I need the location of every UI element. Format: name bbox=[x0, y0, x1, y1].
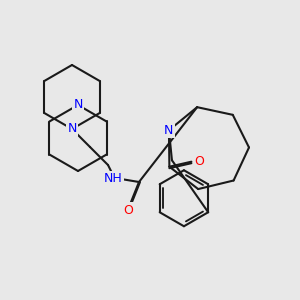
Text: NH: NH bbox=[103, 172, 122, 185]
Text: N: N bbox=[67, 122, 77, 136]
Text: N: N bbox=[73, 98, 83, 112]
Text: O: O bbox=[194, 155, 204, 168]
Text: N: N bbox=[164, 124, 174, 137]
Text: O: O bbox=[123, 203, 133, 217]
